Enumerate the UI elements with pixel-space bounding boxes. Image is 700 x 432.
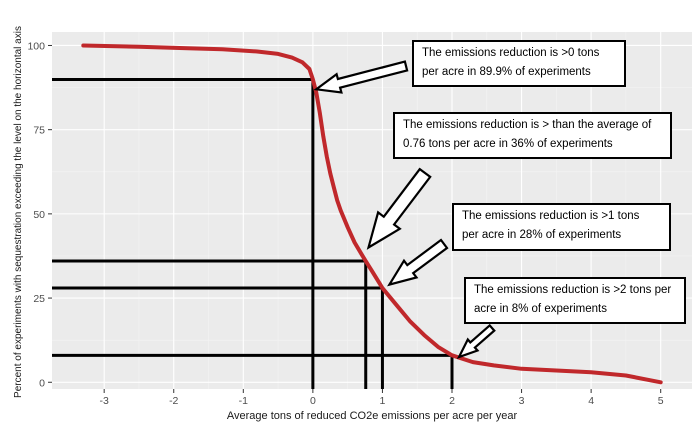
annotation-0-line-1: The emissions reduction is >0 tons xyxy=(422,47,600,59)
series-line xyxy=(81,43,663,385)
annotation-arrow-0 xyxy=(313,60,409,94)
y-tick-label: 100 xyxy=(27,40,45,52)
annotation-3-line-2: acre in 8% of experiments xyxy=(474,303,607,315)
annotation-1-line-2: 0.76 tons per acre in 36% of experiments xyxy=(403,138,613,150)
x-tick-label: -2 xyxy=(169,395,178,407)
y-tick-label: 25 xyxy=(33,293,45,305)
y-axis-title: Percent of experiments with sequestratio… xyxy=(13,26,24,398)
annotation-arrow-3 xyxy=(456,323,496,359)
annotation-1-line-1: The emissions reduction is > than the av… xyxy=(403,119,652,131)
x-tick-label: 3 xyxy=(519,395,525,407)
x-tick-label: 4 xyxy=(588,395,594,407)
x-tick-label: -3 xyxy=(100,395,109,407)
annotation-box-0: The emissions reduction is >0 tons per a… xyxy=(412,40,626,87)
x-tick-label: 5 xyxy=(658,395,664,407)
annotation-0-line-2: per acre in 89.9% of experiments xyxy=(422,66,591,78)
y-tick-label: 50 xyxy=(33,209,45,221)
x-tick-label: 0 xyxy=(310,395,316,407)
annotation-2-line-2: per acre in 28% of experiments xyxy=(462,229,622,241)
annotation-box-3: The emissions reduction is >2 tons per a… xyxy=(464,277,686,324)
y-tick-label: 0 xyxy=(39,377,45,389)
annotation-2-line-1: The emissions reduction is >1 tons xyxy=(462,210,640,222)
x-tick-label: 2 xyxy=(449,395,455,407)
x-tick-label: -1 xyxy=(239,395,248,407)
annotation-box-2: The emissions reduction is >1 tons per a… xyxy=(452,203,671,251)
annotation-3-line-1: The emissions reduction is >2 tons per xyxy=(474,284,672,296)
reference-lines xyxy=(52,77,454,389)
annotation-arrow-2 xyxy=(387,238,449,287)
x-tick-label: 1 xyxy=(380,395,386,407)
annotation-arrows xyxy=(313,60,496,359)
y-tick-label: 75 xyxy=(33,125,45,137)
annotation-box-1: The emissions reduction is > than the av… xyxy=(393,112,672,159)
annotation-arrow-1 xyxy=(366,167,432,250)
x-axis-title: Average tons of reduced CO2e emissions p… xyxy=(227,410,518,422)
